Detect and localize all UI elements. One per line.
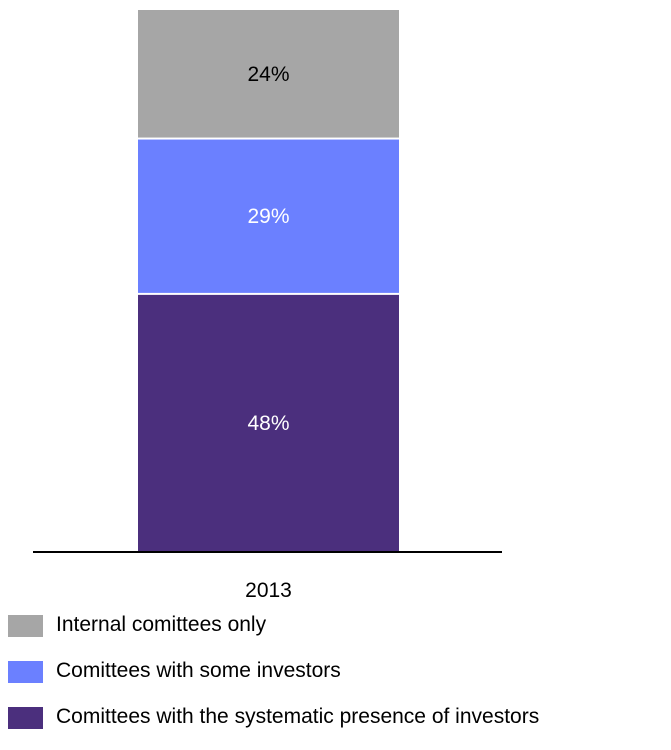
stacked-bar-chart: 48% 29% 24% 2013 xyxy=(0,0,671,612)
legend-swatch-some-investors xyxy=(8,661,43,683)
legend-label-internal: Internal comittees only xyxy=(56,612,266,638)
bar-segments: 48% 29% 24% xyxy=(138,10,399,551)
x-tick-label: 2013 xyxy=(245,579,292,602)
legend-label-some-investors: Comittees with some investors xyxy=(56,658,341,684)
data-label-2: 24% xyxy=(247,63,289,86)
legend-swatch-internal xyxy=(8,615,43,637)
legend-swatch-systematic-investors xyxy=(8,707,43,729)
data-label-0: 48% xyxy=(247,412,289,435)
data-label-1: 29% xyxy=(247,205,289,228)
x-tick-labels: 2013 xyxy=(245,579,292,602)
legend-label-systematic-investors: Comittees with the systematic presence o… xyxy=(56,704,539,730)
